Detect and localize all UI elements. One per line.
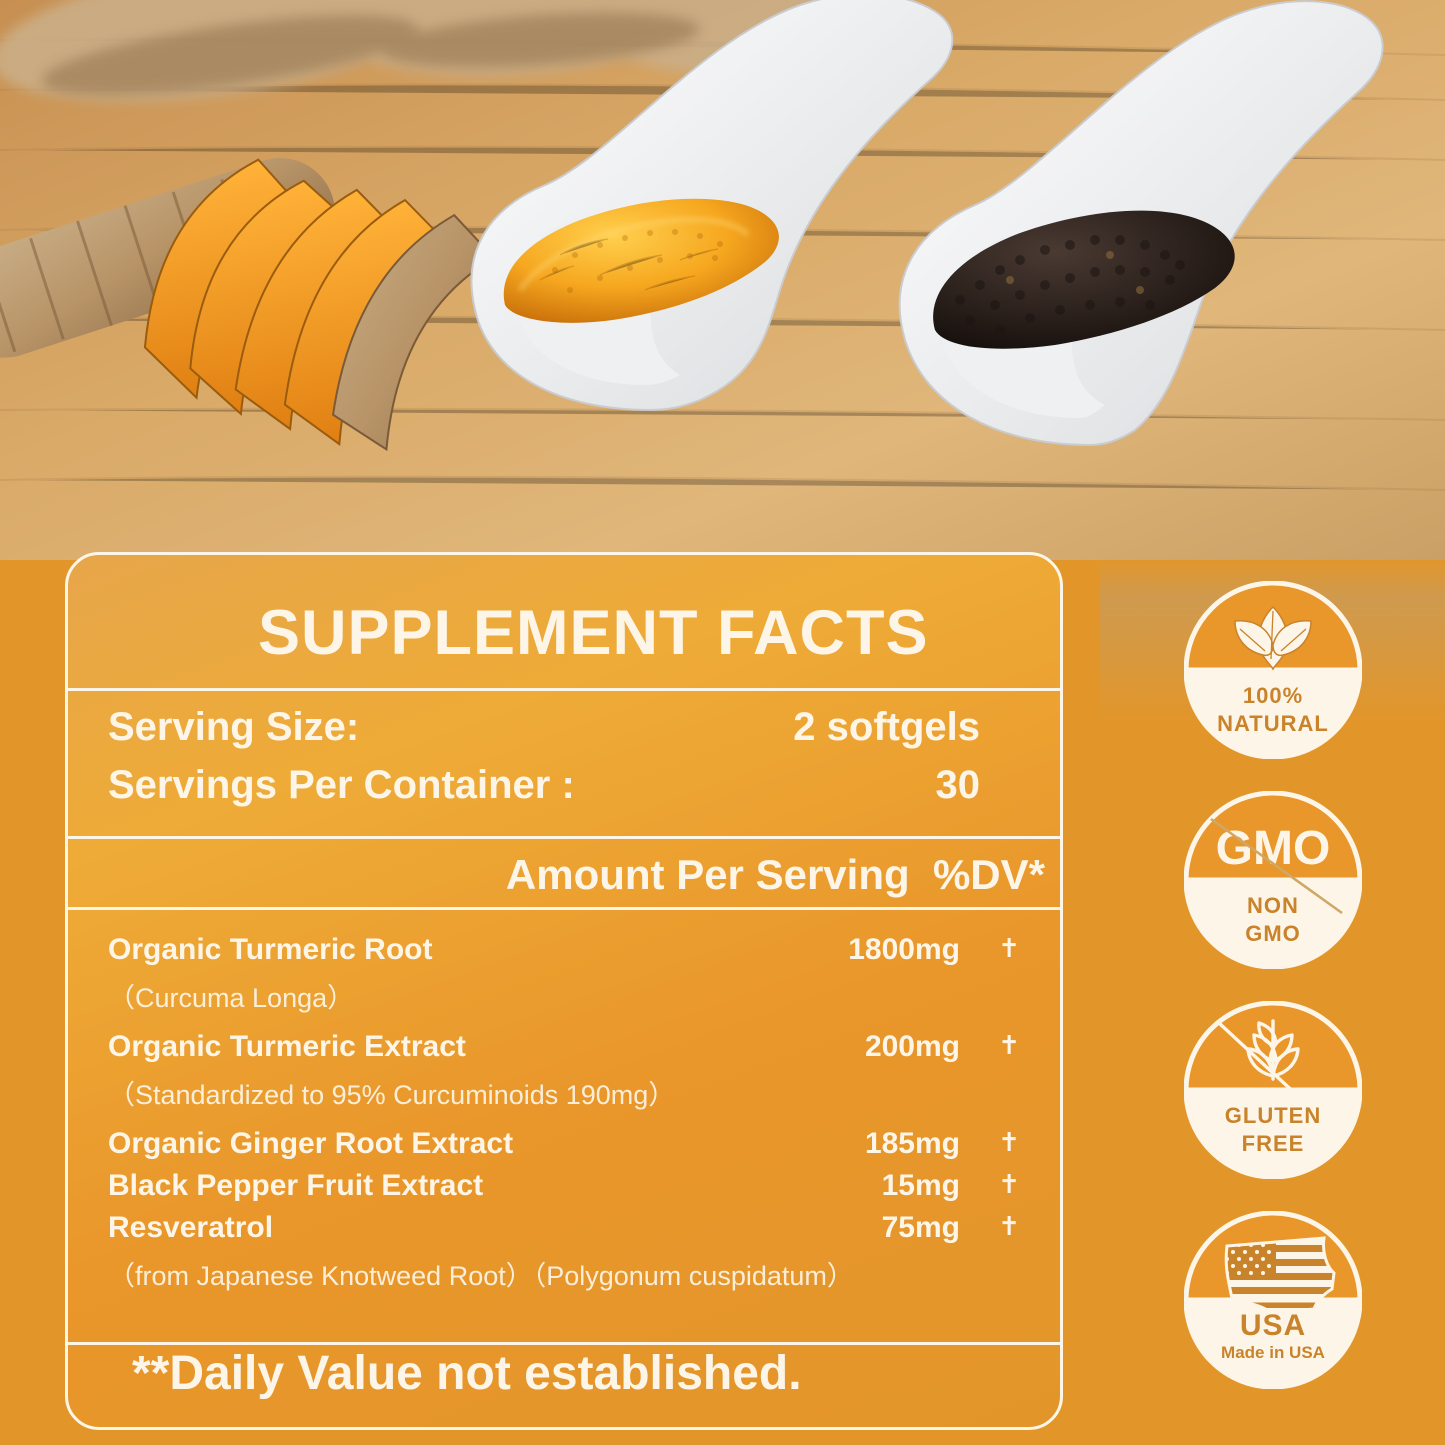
svg-text:NATURAL: NATURAL [1217, 711, 1329, 736]
svg-text:GLUTEN: GLUTEN [1225, 1103, 1321, 1128]
svg-text:Made in USA: Made in USA [1221, 1343, 1325, 1362]
svg-text:USA: USA [1240, 1309, 1306, 1342]
svg-text:GMO: GMO [1216, 822, 1331, 875]
svg-text:NON: NON [1247, 893, 1299, 918]
svg-text:100%: 100% [1243, 683, 1303, 708]
svg-text:GMO: GMO [1245, 921, 1301, 946]
svg-text:FREE: FREE [1242, 1131, 1305, 1156]
